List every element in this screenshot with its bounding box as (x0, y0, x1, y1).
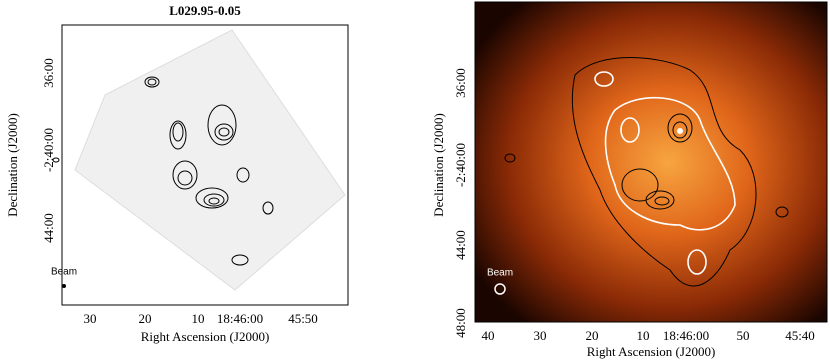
y-axis-label: Declination (J2000) (431, 113, 446, 217)
y-axis-label: Declination (J2000) (5, 113, 20, 217)
contours (52, 76, 274, 266)
y-tick-label: -2:40:00 (453, 143, 468, 187)
x-tick-label: 20 (139, 311, 152, 326)
y-tick-label: 36:00 (41, 58, 56, 88)
x-tick-label: 45:50 (288, 311, 318, 326)
beam-label: Beam (51, 267, 77, 278)
frame (474, 1, 828, 323)
x-tick-label: 18:46:00 (663, 328, 709, 343)
y-tick-label: -2:40:00 (41, 128, 56, 172)
x-tick-label: 30 (534, 328, 547, 343)
beam (494, 283, 506, 295)
x-axis-label: Right Ascension (J2000) (587, 344, 716, 359)
x-tick-label: 50 (737, 328, 750, 343)
x-axis-label: Right Ascension (J2000) (141, 329, 270, 344)
left-panel: L029.95-0.05 30 20 10 18:46:00 45:50 36:… (5, 3, 349, 344)
contours (504, 57, 789, 287)
title: L029.95-0.05 (169, 3, 241, 18)
x-tick-label: 18:46:00 (217, 311, 263, 326)
y-tick-label: 44:00 (453, 230, 468, 260)
y-tick-label: 48:00 (453, 308, 468, 338)
x-tick-label: 45:40 (785, 328, 815, 343)
x-tick-label: 40 (482, 328, 495, 343)
x-tick-label: 10 (192, 311, 205, 326)
right-panel: 40 30 20 10 18:46:00 50 45:40 36:00 -2:4… (431, 1, 828, 359)
y-tick-label: 36:00 (453, 68, 468, 98)
x-tick-label: 10 (637, 328, 650, 343)
y-tick-label: 44:00 (41, 213, 56, 243)
x-tick-label: 30 (84, 311, 97, 326)
x-tick-label: 20 (586, 328, 599, 343)
beam-label: Beam (487, 268, 513, 279)
beam (62, 284, 66, 288)
map-coverage (74, 29, 346, 291)
